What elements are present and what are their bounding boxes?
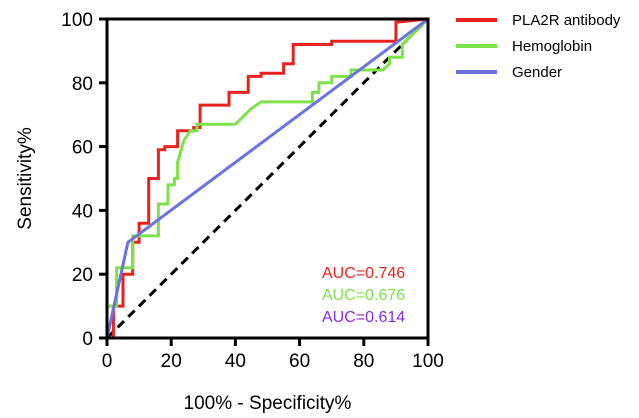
y-axis: 0 20 40 60 80 100	[61, 10, 107, 350]
y-tick-label: 20	[72, 265, 93, 286]
series-line-2	[105, 17, 429, 339]
x-tick-label: 80	[353, 351, 374, 372]
auc-label-0: AUC=0.746	[322, 265, 405, 282]
series-group	[105, 17, 430, 340]
legend-label-1: Hemoglobin	[512, 38, 592, 55]
x-tick-label: 20	[161, 351, 182, 372]
x-tick-label: 60	[289, 351, 310, 372]
y-tick-label: 60	[72, 138, 93, 159]
y-tick-label: 40	[72, 201, 93, 222]
x-tick-label: 100	[412, 351, 444, 372]
x-axis-title: 100% - Specificity%	[184, 393, 352, 414]
reference-diagonal-line	[105, 17, 430, 340]
plot-frame	[105, 17, 430, 340]
auc-annotations: AUC=0.746 AUC=0.676 AUC=0.614	[322, 265, 405, 326]
legend: PLA2R antibody Hemoglobin Gender	[456, 12, 621, 81]
y-tick-label: 100	[61, 10, 93, 31]
plot-area	[105, 17, 430, 340]
auc-label-1: AUC=0.676	[322, 287, 405, 304]
y-tick-label: 80	[72, 74, 93, 95]
y-axis-title: Sensitivity%	[15, 127, 36, 230]
y-tick-label: 0	[82, 329, 93, 350]
legend-label-0: PLA2R antibody	[512, 12, 621, 29]
x-tick-label: 0	[102, 351, 113, 372]
legend-label-2: Gender	[512, 64, 562, 81]
auc-label-2: AUC=0.614	[322, 309, 405, 326]
x-axis: 0 20 40 60 80 100	[102, 338, 444, 372]
x-tick-label: 40	[225, 351, 246, 372]
